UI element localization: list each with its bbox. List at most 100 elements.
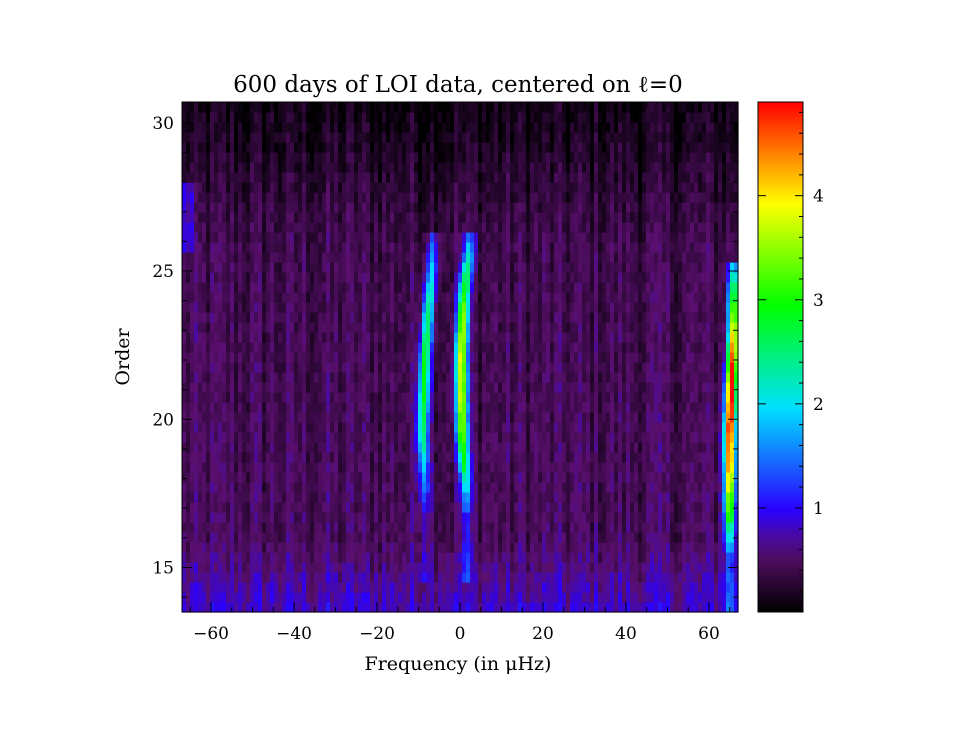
heatmap-cell	[226, 452, 231, 463]
heatmap-cell	[622, 352, 627, 363]
heatmap-cell	[418, 272, 423, 283]
heatmap-cell	[302, 582, 307, 593]
heatmap-cell	[294, 452, 299, 463]
heatmap-cell	[386, 562, 391, 573]
heatmap-cell	[474, 562, 479, 573]
heatmap-cell	[710, 272, 715, 283]
heatmap-cell	[466, 592, 471, 603]
heatmap-cell	[290, 482, 295, 493]
heatmap-cell	[638, 372, 643, 383]
heatmap-cell	[262, 312, 267, 323]
heatmap-cell	[394, 422, 399, 433]
heatmap-cell	[686, 562, 691, 573]
heatmap-cell	[370, 432, 375, 443]
heatmap-cell	[286, 492, 291, 503]
heatmap-cell	[202, 472, 207, 483]
heatmap-cell	[502, 472, 507, 483]
heatmap-cell	[714, 372, 719, 383]
heatmap-cell	[182, 472, 187, 483]
heatmap-cell	[298, 542, 303, 553]
heatmap-cell	[690, 502, 695, 513]
heatmap-cell	[398, 542, 403, 553]
heatmap-cell	[730, 312, 735, 323]
heatmap-cell	[730, 532, 735, 543]
heatmap-cell	[630, 402, 635, 413]
heatmap-cell	[714, 542, 719, 553]
heatmap-cell	[518, 372, 523, 383]
heatmap-cell	[734, 582, 739, 593]
heatmap-cell	[442, 382, 447, 393]
heatmap-cell	[358, 252, 363, 263]
heatmap-cell	[682, 412, 687, 423]
heatmap-cell	[650, 252, 655, 263]
heatmap-cell	[246, 252, 251, 263]
heatmap-cell	[494, 392, 499, 403]
heatmap-cell	[270, 522, 275, 533]
heatmap-cell	[418, 322, 423, 333]
heatmap-cell	[246, 372, 251, 383]
heatmap-cell	[442, 302, 447, 313]
heatmap-cell	[438, 312, 443, 323]
heatmap-cell	[378, 322, 383, 333]
heatmap-cell	[366, 252, 371, 263]
heatmap-cell	[610, 272, 615, 283]
heatmap-cell	[582, 372, 587, 383]
heatmap-cell	[574, 342, 579, 353]
heatmap-cell	[190, 382, 195, 393]
heatmap-cell	[266, 482, 271, 493]
heatmap-cell	[354, 272, 359, 283]
heatmap-cell	[398, 432, 403, 443]
heatmap-cell	[534, 292, 539, 303]
heatmap-cell	[362, 562, 367, 573]
heatmap-cell	[250, 262, 255, 273]
heatmap-cell	[386, 522, 391, 533]
heatmap-cell	[562, 262, 567, 273]
heatmap-cell	[594, 342, 599, 353]
heatmap-cell	[346, 402, 351, 413]
heatmap-cell	[290, 442, 295, 453]
heatmap-cell	[578, 362, 583, 373]
heatmap-cell	[302, 332, 307, 343]
heatmap-cell	[618, 292, 623, 303]
heatmap-cell	[654, 512, 659, 523]
heatmap-cell	[266, 352, 271, 363]
heatmap-cell	[590, 402, 595, 413]
heatmap-cell	[534, 262, 539, 273]
heatmap-cell	[358, 562, 363, 573]
heatmap-cell	[326, 592, 331, 603]
heatmap-cell	[646, 342, 651, 353]
heatmap-cell	[466, 572, 471, 583]
heatmap-cell	[298, 292, 303, 303]
heatmap-cell	[394, 342, 399, 353]
heatmap-cell	[546, 432, 551, 443]
heatmap-cell	[214, 402, 219, 413]
heatmap-cell	[530, 412, 535, 423]
heatmap-cell	[486, 602, 491, 613]
heatmap-cell	[706, 362, 711, 373]
heatmap-cell	[358, 412, 363, 423]
heatmap-cell	[274, 432, 279, 443]
heatmap-cell	[402, 482, 407, 493]
heatmap-cell	[706, 402, 711, 413]
heatmap-cell	[566, 532, 571, 543]
heatmap-cell	[698, 562, 703, 573]
heatmap-cell	[254, 462, 259, 473]
heatmap-cell	[482, 252, 487, 263]
heatmap-cell	[562, 302, 567, 313]
heatmap-cell	[226, 342, 231, 353]
heatmap-cell	[694, 332, 699, 343]
heatmap-cell	[258, 512, 263, 523]
heatmap-cell	[334, 572, 339, 583]
heatmap-cell	[414, 492, 419, 503]
heatmap-cell	[710, 342, 715, 353]
heatmap-cell	[426, 542, 431, 553]
heatmap-cell	[638, 332, 643, 343]
heatmap-cell	[262, 412, 267, 423]
heatmap-cell	[646, 382, 651, 393]
heatmap-cell	[630, 252, 635, 263]
heatmap-cell	[582, 352, 587, 363]
heatmap-cell	[214, 432, 219, 443]
heatmap-cell	[634, 272, 639, 283]
heatmap-cell	[594, 312, 599, 323]
heatmap-cell	[230, 562, 235, 573]
